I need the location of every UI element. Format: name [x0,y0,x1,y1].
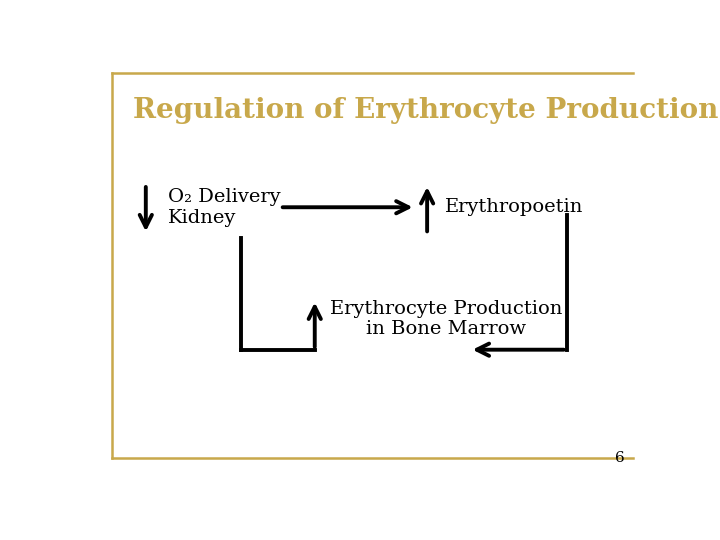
Text: Regulation of Erythrocyte Production: Regulation of Erythrocyte Production [132,98,718,125]
Text: 6: 6 [615,451,625,465]
Text: O₂ Delivery
Kidney: O₂ Delivery Kidney [168,188,280,227]
Text: Erythropoetin: Erythropoetin [445,198,583,216]
Text: Erythrocyte Production
in Bone Marrow: Erythrocyte Production in Bone Marrow [330,300,563,338]
